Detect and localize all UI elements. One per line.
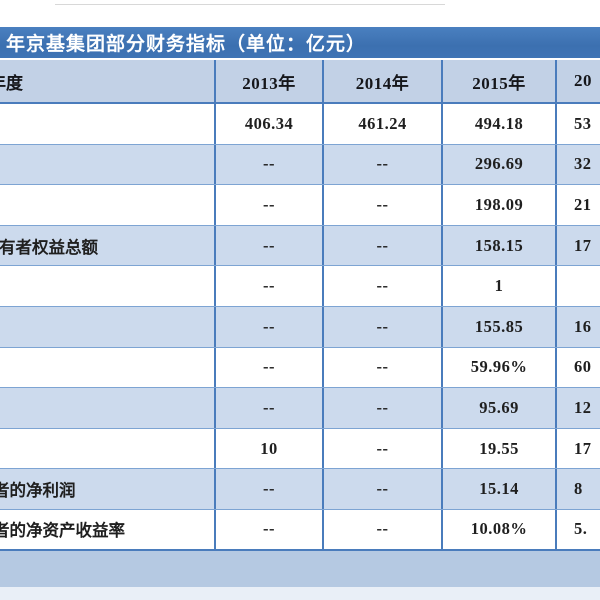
table-row: 者的净利润 -- -- 15.14 8 [0,469,600,510]
cell-2014: -- [324,225,443,266]
header-2015: 2015年 [443,60,557,102]
cell-2015: 155.85 [443,306,557,347]
cell-2015: 15.14 [443,469,557,509]
financial-table: 年度 2013年 2014年 2015年 20 406.34 461.24 49… [0,60,600,551]
footer-strip [0,587,600,600]
cell-2014: -- [324,185,443,225]
table-title-bar: 年京基集团部分财务指标（单位：亿元） [0,27,600,58]
row-label-cell: 者的净资产收益率 [0,509,216,549]
cell-2016-partial: 21 [574,194,592,214]
table-row: 者的净资产收益率 -- -- 10.08% 5. [0,509,600,551]
cell-2016-partial: 8 [574,479,583,499]
row-label: 者的净利润 [0,481,76,501]
cell-2016-partial: 53 [574,113,592,133]
cell-2014: -- [324,347,443,388]
cell-2016-partial: 17 [574,438,592,458]
top-divider-line [55,4,445,5]
row-label-cell [0,347,216,388]
cell-2015: 1 [443,266,557,306]
cell-2015: 494.18 [443,104,557,144]
row-label-cell [0,144,216,185]
header-label-cell: 年度 [0,60,216,102]
cell-2013: 406.34 [216,104,324,144]
row-label-cell [0,388,216,428]
table-row: 10 -- 19.55 17 [0,428,600,470]
table-row: 406.34 461.24 494.18 53 [0,104,600,145]
table-title: 年京基集团部分财务指标（单位：亿元） [6,34,367,55]
cell-2014: -- [324,266,443,306]
table-row: -- -- 1 [0,266,600,307]
row-label-cell [0,185,216,225]
cell-2013: -- [216,388,324,428]
cell-2016-partial: 17 [574,235,592,255]
cell-2013: -- [216,144,324,185]
cell-2014: -- [324,306,443,347]
row-label-cell: 者的净利润 [0,469,216,509]
table-row: -- -- 95.69 12 [0,388,600,429]
cell-2015: 198.09 [443,185,557,225]
header-label: 年度 [0,73,23,93]
cell-2013: -- [216,185,324,225]
cell-2014: -- [324,469,443,509]
cell-2016-partial: 16 [574,316,592,336]
footer-band [0,551,600,587]
header-2013: 2013年 [216,60,324,102]
cell-2015: 158.15 [443,225,557,266]
row-label-cell [0,266,216,306]
cell-2015: 59.96% [443,347,557,388]
cell-2015: 296.69 [443,144,557,185]
header-2016-partial: 20 [574,71,592,90]
row-label: 有者权益总额 [0,237,98,257]
cell-2013: 10 [216,428,324,469]
cell-2013: -- [216,306,324,347]
table-row: -- -- 296.69 32 [0,144,600,186]
table-row: -- -- 155.85 16 [0,306,600,348]
header-2014: 2014年 [324,60,443,102]
cell-2014: -- [324,509,443,549]
cell-2013: -- [216,509,324,549]
table-row: -- -- 59.96% 60 [0,347,600,389]
cell-2014: -- [324,428,443,469]
cell-2013: -- [216,225,324,266]
row-label-cell [0,428,216,469]
cell-2015: 10.08% [443,509,557,549]
table-row: -- -- 198.09 21 [0,185,600,226]
table-header-row: 年度 2013年 2014年 2015年 20 [0,60,600,104]
cell-2014: 461.24 [324,104,443,144]
row-label-cell [0,104,216,144]
cell-2014: -- [324,144,443,185]
cell-2016-partial: 5. [574,519,588,539]
row-label-cell: 有者权益总额 [0,225,216,266]
cell-2016-partial: 60 [574,357,592,377]
row-label: 者的净资产收益率 [0,521,125,541]
cell-2013: -- [216,266,324,306]
cell-2013: -- [216,347,324,388]
cell-2016-partial [557,266,600,306]
row-label-cell [0,306,216,347]
cell-2016-partial: 32 [574,154,592,174]
cell-2015: 95.69 [443,388,557,428]
cell-2013: -- [216,469,324,509]
cell-2015: 19.55 [443,428,557,469]
cell-2016-partial: 12 [574,397,592,417]
cell-2014: -- [324,388,443,428]
table-row: 有者权益总额 -- -- 158.15 17 [0,225,600,267]
